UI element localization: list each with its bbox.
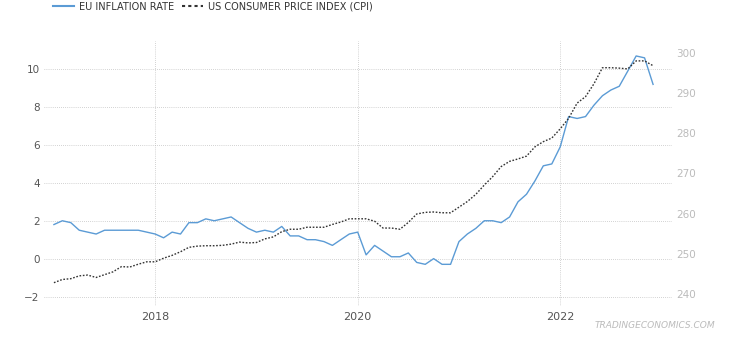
Legend: EU INFLATION RATE, US CONSUMER PRICE INDEX (CPI): EU INFLATION RATE, US CONSUMER PRICE IND… xyxy=(49,0,377,16)
Text: TRADINGECONOMICS.COM: TRADINGECONOMICS.COM xyxy=(595,321,715,330)
